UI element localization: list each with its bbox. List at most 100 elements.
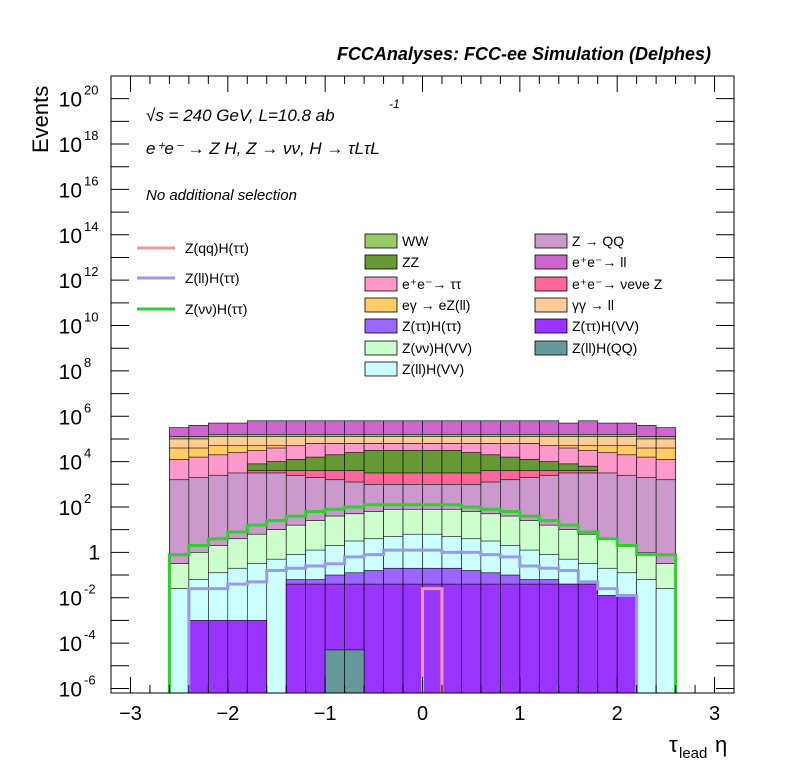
legend-label-zll-hvv: Z(ll)H(VV) <box>402 361 464 377</box>
legend-label-eell: e⁺e⁻→ ll <box>572 254 626 270</box>
legend-swatch-eenunuz <box>534 276 568 292</box>
x-tick-label: 2 <box>612 703 623 725</box>
energy-luminosity-text: √s = 240 GeV, L=10.8 ab <box>146 106 335 125</box>
bar-Z(ττ)H(VV)-10 <box>363 583 384 694</box>
legend-label-ztautau-hvv: Z(ττ)H(VV) <box>572 318 639 334</box>
y-tick-label: 10 <box>59 452 82 475</box>
y-axis-title: Events <box>28 86 53 153</box>
stack-Z(ll)H(QQ) <box>324 649 365 694</box>
legend-swatch-zll-hvv <box>364 361 398 377</box>
bar-Z(ττ)H(VV)-21 <box>577 583 599 694</box>
x-tick-label: −3 <box>119 703 142 725</box>
figure-title: FCCAnalyses: FCC-ee Simulation (Delphes) <box>337 44 711 64</box>
legend-label-zqq: Z(qq)H(ττ) <box>185 240 249 256</box>
signal-line-histograms <box>167 503 678 693</box>
bar-Z(ττ)H(VV)-13 <box>422 583 443 694</box>
process-label: e⁺e⁻ → Z H, Z → νν, H → τLτL <box>146 139 380 158</box>
y-tick-label: 10 <box>59 89 82 112</box>
bar-Z(ττ)H(VV)-18 <box>519 583 540 694</box>
legend-label-eetautau: e⁺e⁻→ ττ <box>402 276 462 292</box>
energy-annotation: √s = 240 GeV, L=10.8 ab -1 <box>146 97 400 125</box>
legend-swatch-eetautau <box>364 276 398 292</box>
legend-swatch-gammagamma <box>534 297 568 313</box>
legend-swatch-ztautau-htautau <box>364 318 398 334</box>
x-axis-title-sub: lead <box>679 745 707 762</box>
y-tick-label: 1 <box>88 541 100 564</box>
y-tick-exponent: 12 <box>84 264 98 279</box>
bar-Z(ττ)H(VV)-17 <box>500 583 521 694</box>
legend-label-zll-hqq: Z(ll)H(QQ) <box>572 340 637 356</box>
y-tick-exponent: 10 <box>84 310 98 325</box>
legend-label-ztautau-htautau: Z(ττ)H(ττ) <box>402 318 461 334</box>
y-tick-exponent: 18 <box>84 128 98 143</box>
line-Z(qq)H(ττ) <box>421 587 444 693</box>
line-Z(νν)H(ττ) <box>167 503 678 693</box>
y-tick-exponent: 6 <box>84 400 91 415</box>
stack-Z(ττ)H(VV) <box>188 583 637 694</box>
bar-Z(ττ)H(VV)-23 <box>616 595 637 694</box>
y-tick-label: 10 <box>59 225 82 248</box>
bar-Z(ττ)H(VV)-20 <box>558 583 579 694</box>
bar-Z(ττ)H(VV)-3 <box>227 620 248 694</box>
x-axis-title: τ lead η <box>669 732 727 762</box>
legend-label-gammagamma: γγ → ll <box>572 297 614 313</box>
legend-label-ww: WW <box>402 233 429 249</box>
legend-swatch-znn-hvv <box>364 340 398 356</box>
legend-swatch-ztautau-hvv <box>534 318 568 334</box>
bar-Z(ll)H(VV)-24 <box>636 579 657 694</box>
x-tick-label: −1 <box>314 703 337 725</box>
x-axis-title-tau: τ <box>669 732 678 757</box>
y-tick-exponent: 16 <box>84 173 98 188</box>
bar-Z(ττ)H(VV)-2 <box>208 620 229 694</box>
bar-Z(ττ)H(VV)-12 <box>402 583 423 694</box>
legend-label-znn-hvv: Z(νν)H(VV) <box>402 340 472 356</box>
legend-lines: Z(qq)H(ττ) Z(ll)H(ττ) Z(νν)H(ττ) <box>137 240 249 317</box>
y-tick-label: 10 <box>59 678 82 701</box>
y-tick-label: 10 <box>59 270 82 293</box>
y-tick-label: 10 <box>59 134 82 157</box>
y-tick-exponent: 2 <box>84 491 91 506</box>
bar-Z(ττ)H(VV)-11 <box>383 583 404 694</box>
x-axis-title-eta: η <box>715 732 727 757</box>
y-tick-label: 10 <box>59 633 82 656</box>
selection-label: No additional selection <box>146 187 297 204</box>
x-tick-label: −2 <box>216 703 239 725</box>
luminosity-exponent: -1 <box>389 97 400 111</box>
legend-label-zqq-bkg: Z → QQ <box>572 233 624 249</box>
legend-label-egamma: eγ → eZ(ll) <box>402 297 470 313</box>
bar-Z(ττ)H(VV)-19 <box>539 583 560 694</box>
y-tick-exponent: -2 <box>84 582 96 597</box>
legend-swatch-zqq-bkg <box>534 233 568 249</box>
y-tick-exponent: 4 <box>84 446 91 461</box>
y-tick-label: 10 <box>59 316 82 339</box>
y-tick-label: 10 <box>59 361 82 384</box>
legend-swatch-egamma <box>364 297 398 313</box>
legend-label-zz: ZZ <box>402 254 420 270</box>
bar-Z(ττ)H(VV)-15 <box>461 583 482 694</box>
y-tick-exponent: -6 <box>84 672 96 687</box>
y-tick-exponent: 20 <box>84 83 98 98</box>
bar-Z(ττ)H(VV)-4 <box>246 620 268 694</box>
x-tick-label: 1 <box>514 703 525 725</box>
legend-label-zll: Z(ll)H(ττ) <box>185 270 240 286</box>
x-tick-label: 0 <box>417 703 428 725</box>
line-Z(ll)H(ττ) <box>187 548 639 693</box>
bar-Z(ττ)H(VV)-1 <box>188 620 209 694</box>
x-tick-label: 3 <box>709 703 720 725</box>
bar-Z(ll)H(QQ)-8 <box>324 649 345 694</box>
legend-swatch-eell <box>534 254 568 270</box>
y-tick-exponent: -4 <box>84 627 96 642</box>
y-tick-label: 10 <box>59 497 82 520</box>
bar-Z(ττ)H(VV)-6 <box>285 583 306 694</box>
bar-Z(ττ)H(VV)-22 <box>597 595 618 694</box>
y-tick-label: 10 <box>59 179 82 202</box>
y-tick-exponent: 14 <box>84 219 98 234</box>
legend-swatch-zz <box>364 254 398 270</box>
legend-fills-col2: Z → QQ e⁺e⁻→ ll e⁺e⁻→ νeνe Z γγ → ll Z(τ… <box>534 233 663 356</box>
legend-swatch-zll-hqq <box>534 340 568 356</box>
legend-swatch-ww <box>364 233 398 249</box>
legend-label-eenunuz: e⁺e⁻→ νeνe Z <box>572 276 663 292</box>
y-tick-label: 10 <box>59 588 82 611</box>
